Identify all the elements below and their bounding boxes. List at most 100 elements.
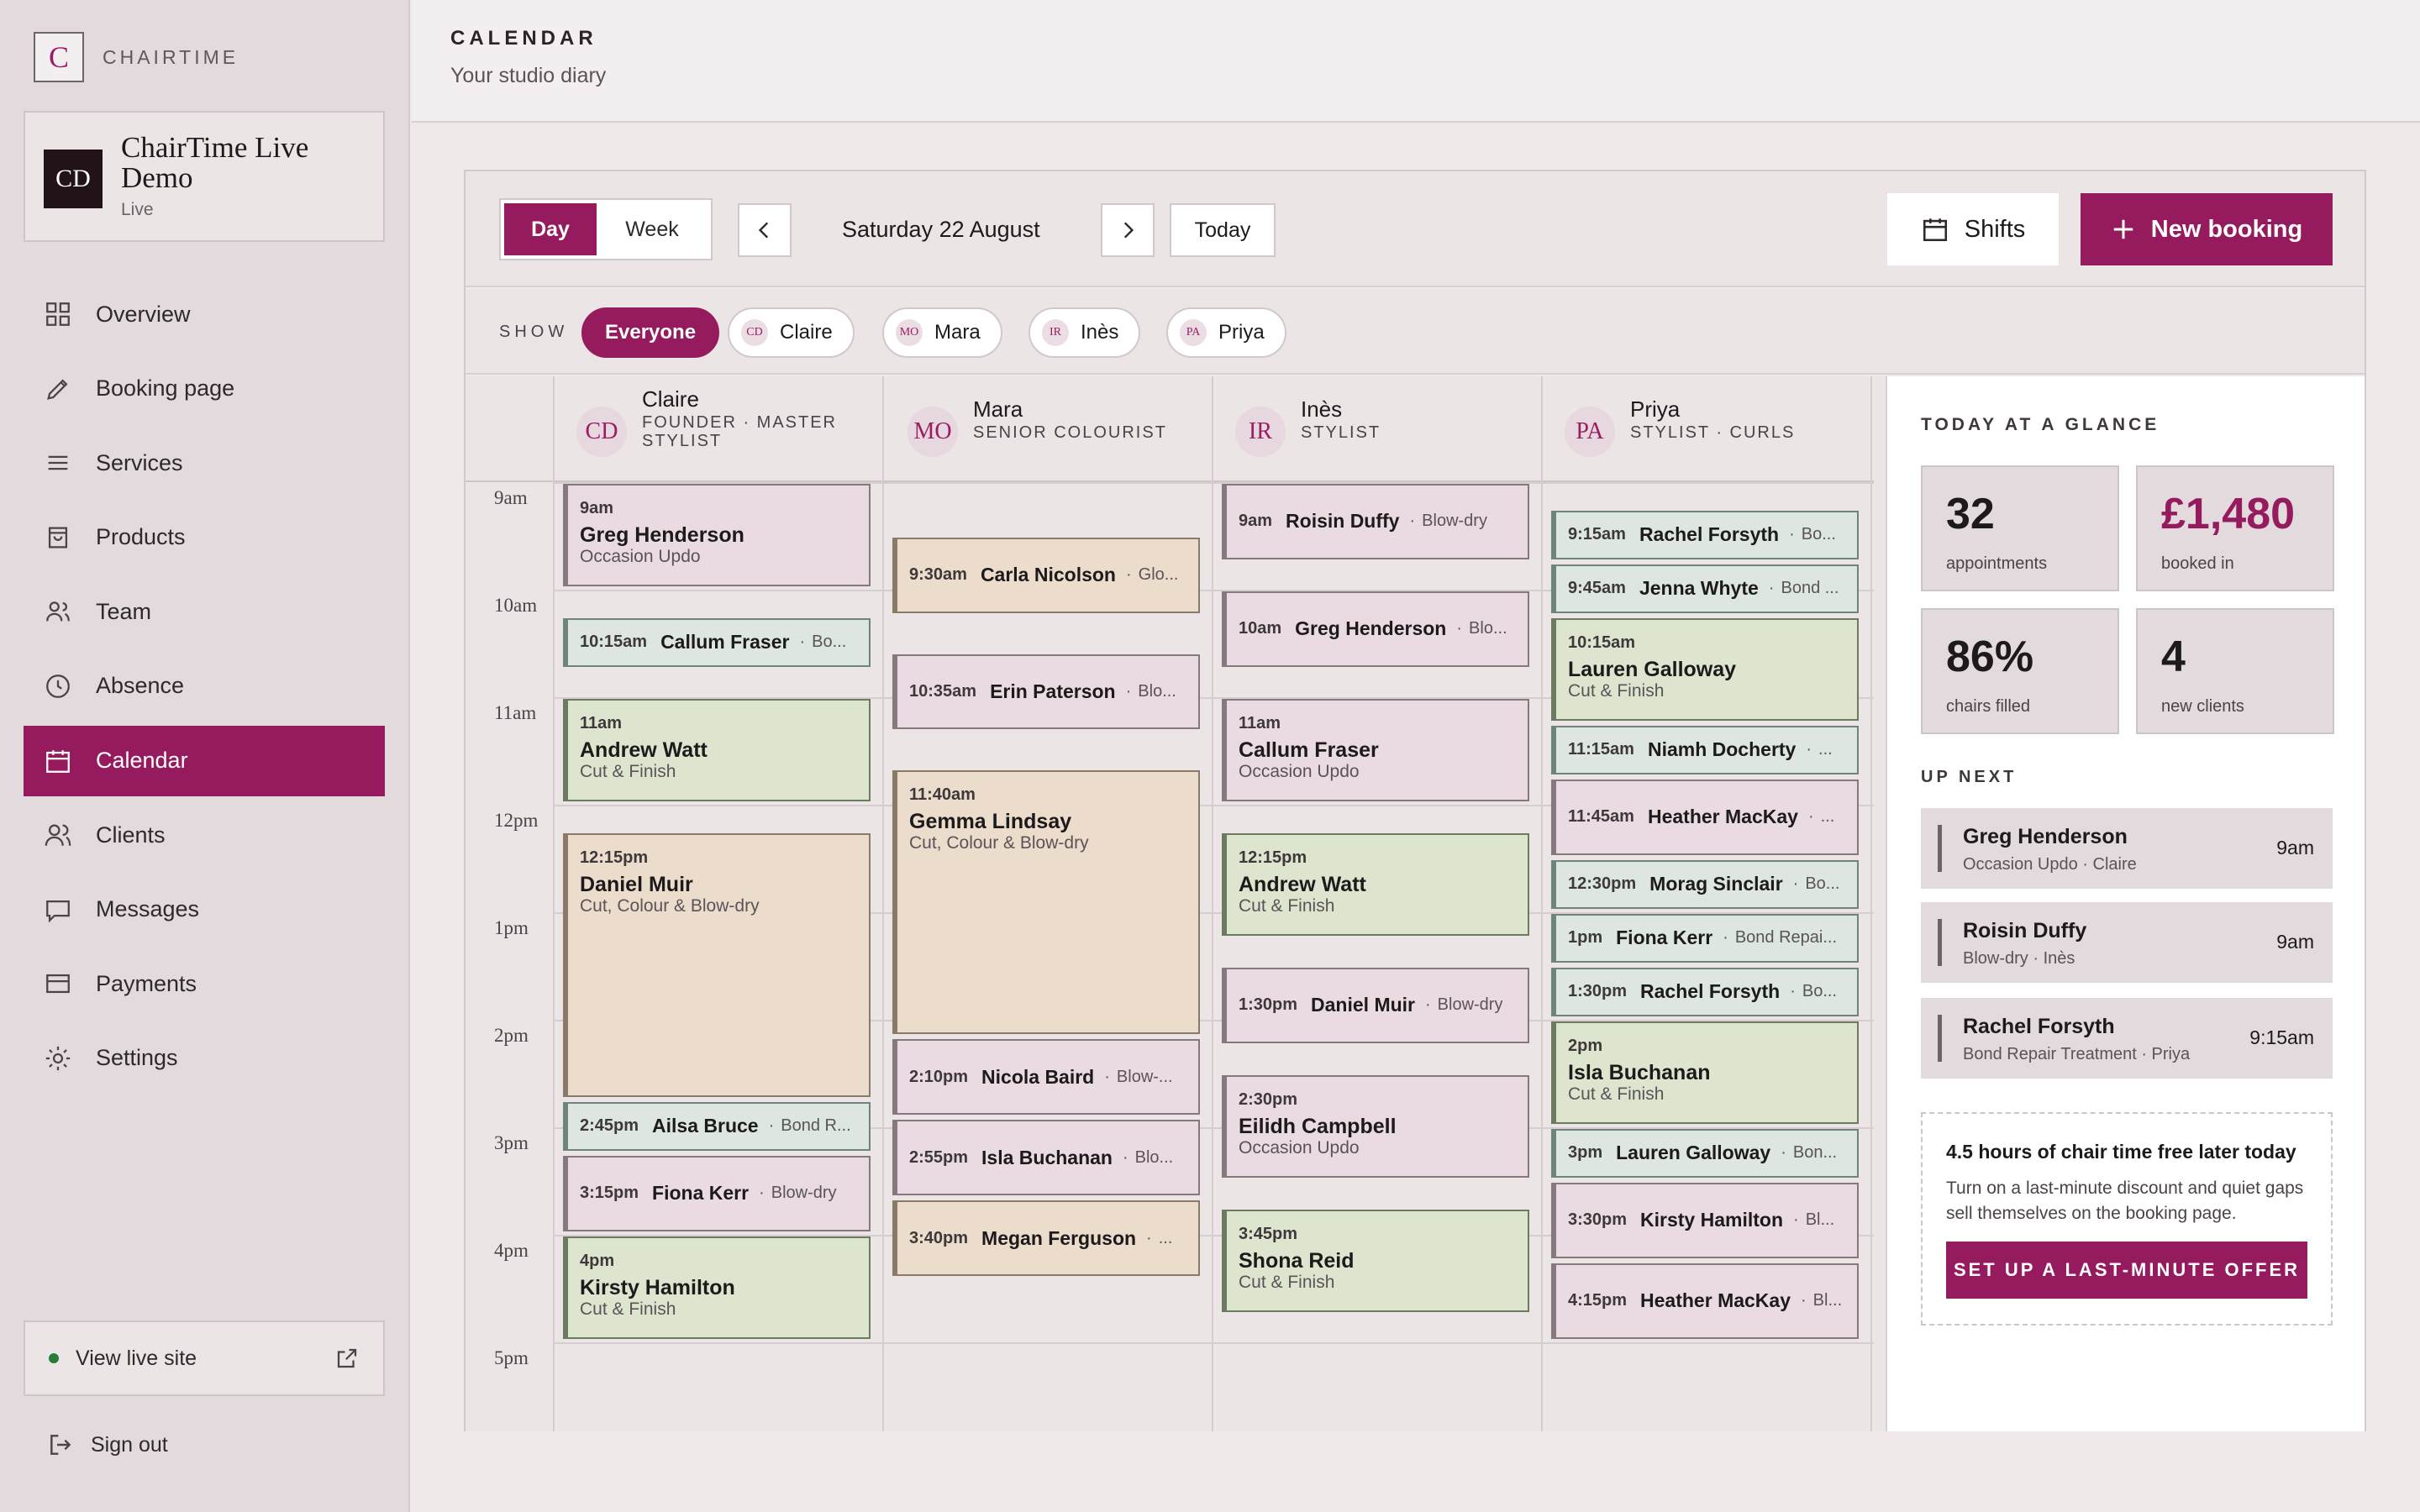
appointment-service: Cut & Finish bbox=[1239, 1273, 1335, 1292]
appointment-block[interactable]: 9:30am Carla Nicolson · Glo... bbox=[892, 538, 1200, 613]
separator-dot: · bbox=[1807, 807, 1814, 827]
appointment-client: Kirsty Hamilton bbox=[1640, 1209, 1784, 1231]
appointment-block[interactable]: 10am Greg Henderson · Blo... bbox=[1222, 591, 1529, 667]
appointment-block[interactable]: 12:15pm Daniel Muir Cut, Colour & Blow-dry bbox=[563, 833, 871, 1097]
appointment-block[interactable]: 2:45pm Ailsa Bruce · Bond R... bbox=[563, 1102, 871, 1151]
appointment-block[interactable]: 9am Roisin Duffy · Blow-dry bbox=[1222, 484, 1529, 559]
appointment-time: 9:15am bbox=[1568, 525, 1626, 544]
staff-filter-bar: SHOW Everyone CD Claire MO Mara IR Inès … bbox=[466, 289, 2365, 375]
appointment-block[interactable]: 11am Andrew Watt Cut & Finish bbox=[563, 699, 871, 801]
hour-gridline bbox=[553, 1342, 1874, 1344]
previous-day-button[interactable] bbox=[738, 203, 792, 257]
sidebar-item-label: Clients bbox=[96, 822, 166, 848]
appointment-block[interactable]: 10:35am Erin Paterson · Blo... bbox=[892, 654, 1200, 730]
appointment-block[interactable]: 10:15am Callum Fraser · Bo... bbox=[563, 618, 871, 667]
appointment-block[interactable]: 2:30pm Eilidh Campbell Occasion Updo bbox=[1222, 1075, 1529, 1178]
appointment-block[interactable]: 11:40am Gemma Lindsay Cut, Colour & Blow-d… bbox=[892, 770, 1200, 1034]
staff-name: Mara bbox=[973, 396, 1023, 422]
appointment-time: 10:15am bbox=[580, 633, 648, 652]
filter-ines[interactable]: IR Inès bbox=[1028, 307, 1141, 358]
view-toggle: Day Week bbox=[499, 198, 713, 260]
appointment-client: Roisin Duffy bbox=[1286, 510, 1400, 533]
sidebar-item-calendar[interactable]: Calendar bbox=[24, 725, 385, 796]
appointment-block[interactable]: 4pm Kirsty Hamilton Cut & Finish bbox=[563, 1236, 871, 1339]
up-next-item[interactable]: Rachel Forsyth Bond Repair Treatment · P… bbox=[1921, 998, 2333, 1079]
appointment-block[interactable]: 11:45am Heather MacKay ·... bbox=[1551, 780, 1859, 855]
bag-icon bbox=[48, 527, 68, 549]
appointment-block[interactable]: 2pm Isla Buchanan Cut & Finish bbox=[1551, 1021, 1859, 1124]
staff-name: Inès bbox=[1301, 396, 1343, 422]
appointment-time: 2:55pm bbox=[909, 1147, 969, 1167]
appointment-block[interactable]: 1:30pm Daniel Muir · Blow-dry bbox=[1222, 968, 1529, 1043]
workspace-card[interactable]: CD ChairTime Live Demo Live bbox=[24, 111, 385, 242]
appointment-block[interactable]: 9am Greg Henderson Occasion Updo bbox=[563, 484, 871, 586]
chip-avatar: CD bbox=[741, 319, 768, 346]
new-booking-button[interactable]: New booking bbox=[2081, 193, 2333, 265]
up-next-item[interactable]: Roisin Duffy Blow-dry · Inès 9am bbox=[1921, 902, 2333, 983]
sidebar-item-label: Booking page bbox=[96, 375, 235, 402]
hour-label: 11am bbox=[494, 702, 537, 723]
appointment-block[interactable]: 3pm Lauren Galloway · Bon... bbox=[1551, 1129, 1859, 1178]
appointment-client: Greg Henderson bbox=[580, 523, 744, 547]
appointment-block[interactable]: 11:15am Niamh Docherty ·... bbox=[1551, 726, 1859, 774]
appointment-block[interactable]: 2:55pm Isla Buchanan · Blo... bbox=[892, 1120, 1200, 1195]
appointment-time: 3:40pm bbox=[909, 1228, 969, 1247]
appointment-client: Andrew Watt bbox=[580, 738, 708, 762]
appointment-block[interactable]: 1pm Fiona Kerr · Bond Repai... bbox=[1551, 914, 1859, 963]
set-up-offer-button[interactable]: SET UP A LAST-MINUTE OFFER bbox=[1946, 1242, 2307, 1299]
appointment-service: Blow-dry bbox=[1422, 512, 1487, 531]
appointment-block[interactable]: 12:15pm Andrew Watt Cut & Finish bbox=[1222, 833, 1529, 936]
appointment-service: Blo... bbox=[1134, 1147, 1174, 1167]
sidebar-item-payments[interactable]: Payments bbox=[24, 948, 385, 1019]
day-view-button[interactable]: Day bbox=[504, 203, 597, 255]
offer-heading: 4.5 hours of chair time free later today bbox=[1946, 1141, 2296, 1163]
shifts-button[interactable]: Shifts bbox=[1887, 193, 2059, 265]
appointment-time: 4pm bbox=[580, 1252, 615, 1270]
sidebar-item-label: Products bbox=[96, 524, 186, 550]
filter-priya[interactable]: PA Priya bbox=[1166, 307, 1286, 358]
up-next-item[interactable]: Greg Henderson Occasion Updo · Claire 9a… bbox=[1921, 808, 2333, 889]
filter-mara[interactable]: MO Mara bbox=[882, 307, 1002, 358]
separator-dot: · bbox=[1801, 1291, 1807, 1310]
sidebar-item-services[interactable]: Services bbox=[24, 428, 385, 498]
view-live-site-button[interactable]: View live site bbox=[24, 1320, 385, 1396]
sidebar-item-absence[interactable]: Absence bbox=[24, 651, 385, 722]
appointment-block[interactable]: 3:30pm Kirsty Hamilton · Bl... bbox=[1551, 1183, 1859, 1258]
staff-role: SENIOR COLOURIST bbox=[973, 423, 1167, 442]
stat-new-clients: 4 new clients bbox=[2136, 608, 2334, 734]
appointment-time: 10:15am bbox=[1568, 633, 1636, 652]
sidebar-item-overview[interactable]: Overview bbox=[24, 279, 385, 349]
sidebar-item-booking-page[interactable]: Booking page bbox=[24, 354, 385, 424]
sidebar-item-settings[interactable]: Settings bbox=[24, 1023, 385, 1094]
sidebar-item-team[interactable]: Team bbox=[24, 576, 385, 647]
sidebar-item-clients[interactable]: Clients bbox=[24, 800, 385, 870]
appointment-block[interactable]: 12:30pm Morag Sinclair · Bo... bbox=[1551, 860, 1859, 909]
appointment-block[interactable]: 3:40pm Megan Ferguson ·... bbox=[892, 1200, 1200, 1276]
sidebar-item-products[interactable]: Products bbox=[24, 502, 385, 573]
appointment-block[interactable]: 9:15am Rachel Forsyth · Bo... bbox=[1551, 511, 1859, 559]
appointment-service: Bond ... bbox=[1781, 579, 1839, 598]
appointment-client: Daniel Muir bbox=[1311, 994, 1415, 1016]
appointment-block[interactable]: 9:45am Jenna Whyte · Bond ... bbox=[1551, 564, 1859, 613]
appointment-block[interactable]: 2:10pm Nicola Baird · Blow-... bbox=[892, 1039, 1200, 1115]
separator-dot: · bbox=[1793, 1210, 1799, 1230]
today-button[interactable]: Today bbox=[1170, 203, 1276, 257]
up-next-client: Greg Henderson bbox=[1963, 825, 2128, 848]
sidebar-item-label: Settings bbox=[96, 1045, 178, 1071]
appointment-block[interactable]: 3:15pm Fiona Kerr · Blow-dry bbox=[563, 1156, 871, 1231]
next-day-button[interactable] bbox=[1101, 203, 1155, 257]
column-divider bbox=[553, 376, 555, 1431]
brand[interactable]: C CHAIRTIME bbox=[34, 32, 239, 82]
sign-out-button[interactable]: Sign out bbox=[47, 1431, 168, 1458]
appointment-block[interactable]: 11am Callum Fraser Occasion Updo bbox=[1222, 699, 1529, 801]
sidebar-item-messages[interactable]: Messages bbox=[24, 874, 385, 945]
appointment-block[interactable]: 3:45pm Shona Reid Cut & Finish bbox=[1222, 1210, 1529, 1312]
appointment-service: ... bbox=[1818, 740, 1833, 759]
filter-claire[interactable]: CD Claire bbox=[728, 307, 855, 358]
appointment-block[interactable]: 10:15am Lauren Galloway Cut & Finish bbox=[1551, 618, 1859, 721]
week-view-button[interactable]: Week bbox=[625, 217, 679, 241]
appointment-client: Rachel Forsyth bbox=[1640, 980, 1781, 1003]
filter-everyone[interactable]: Everyone bbox=[581, 307, 720, 358]
appointment-block[interactable]: 1:30pm Rachel Forsyth · Bo... bbox=[1551, 968, 1859, 1016]
appointment-block[interactable]: 4:15pm Heather MacKay · Bl... bbox=[1551, 1263, 1859, 1339]
